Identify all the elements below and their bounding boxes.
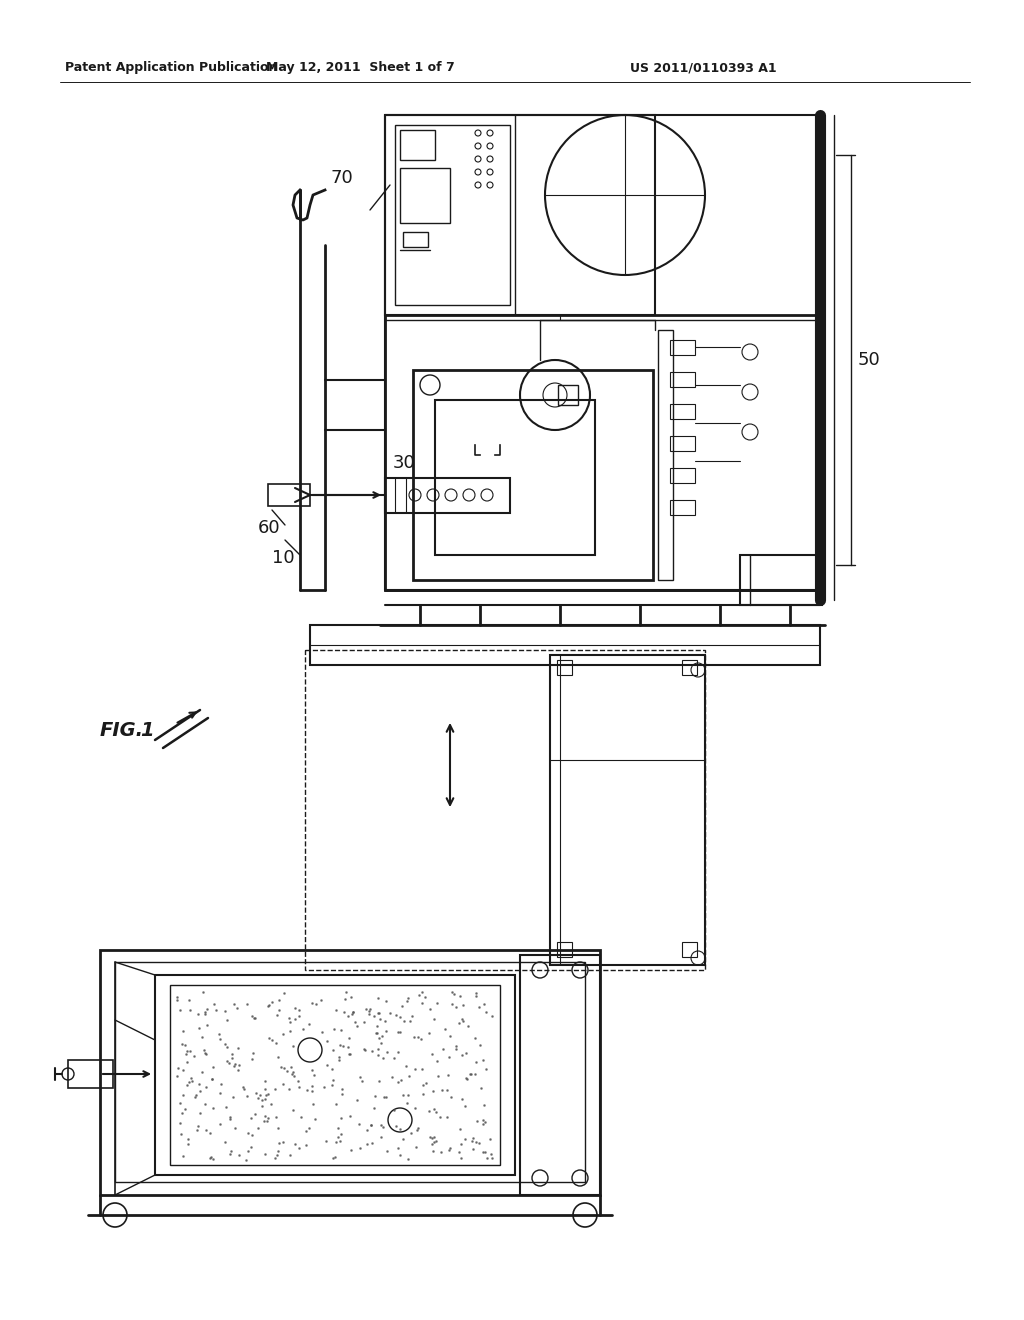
Bar [658,330,673,579]
Bar [740,554,822,605]
Text: 60: 60 [258,519,281,537]
Bar [115,962,585,1181]
Bar [385,315,820,590]
Bar [682,660,697,675]
Bar [557,660,572,675]
Text: 30: 30 [393,454,416,473]
Bar [682,942,697,957]
Bar [310,624,820,665]
Bar [670,469,695,483]
Text: 10: 10 [272,549,295,568]
Bar [520,954,600,1195]
Text: US 2011/0110393 A1: US 2011/0110393 A1 [630,62,776,74]
Text: FIG.: FIG. [100,721,144,739]
Bar [155,975,515,1175]
Bar [550,655,705,965]
Bar [395,125,510,305]
Bar [385,115,655,315]
Bar [385,478,510,513]
Text: Patent Application Publication: Patent Application Publication [65,62,278,74]
Bar [305,649,705,970]
Bar [670,436,695,451]
Text: 1: 1 [140,721,154,739]
Bar [100,950,600,1195]
Bar [268,484,310,506]
Bar [400,129,435,160]
Bar [170,985,500,1166]
Bar [670,341,695,355]
Bar [413,370,653,579]
Bar [557,942,572,957]
Bar [670,500,695,515]
Bar [558,385,578,405]
Text: 70: 70 [330,169,352,187]
Bar [403,232,428,247]
Bar [670,372,695,387]
Text: 50: 50 [858,351,881,370]
Bar [400,168,450,223]
Bar [435,400,595,554]
Text: May 12, 2011  Sheet 1 of 7: May 12, 2011 Sheet 1 of 7 [265,62,455,74]
Bar [68,1060,113,1088]
Bar [670,404,695,418]
